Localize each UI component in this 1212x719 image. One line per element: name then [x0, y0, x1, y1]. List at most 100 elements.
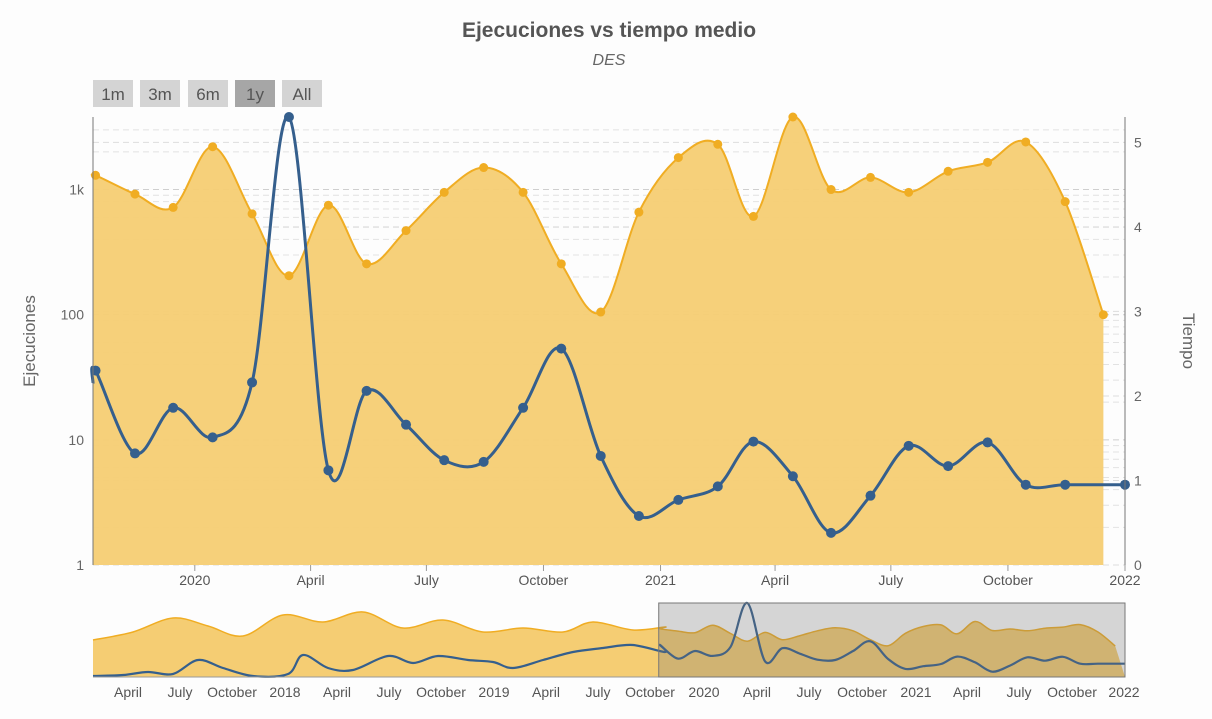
range-button-all[interactable]: All [282, 80, 322, 107]
navigator-tick-label: October [837, 684, 887, 700]
point-ejecuciones-21[interactable] [904, 187, 914, 197]
point-ejecuciones-19[interactable] [826, 185, 836, 195]
y-left-tick-label: 1k [69, 182, 85, 198]
point-tiempo-5[interactable] [283, 112, 294, 122]
point-tiempo-1[interactable] [129, 448, 140, 459]
navigator-tick-label: 2022 [1108, 684, 1139, 700]
y-right-tick-label: 4 [1134, 219, 1142, 235]
y-left-tick-label: 10 [68, 432, 84, 448]
x-tick-label: July [414, 572, 439, 588]
navigator[interactable]: April July October 2018 April July October 2019… [92, 601, 1140, 700]
point-ejecuciones-11[interactable] [518, 187, 528, 197]
point-ejecuciones-7[interactable] [362, 259, 372, 269]
x-tick-label: July [878, 572, 903, 588]
x-tick-label: October [519, 572, 569, 588]
point-ejecuciones-3[interactable] [208, 142, 218, 152]
range-button-bg [282, 80, 322, 107]
navigator-tick-label: 2018 [269, 684, 300, 700]
plot-area [90, 112, 1130, 565]
point-ejecuciones-1[interactable] [130, 189, 140, 199]
navigator-area-line [92, 611, 1116, 647]
point-tiempo-10[interactable] [478, 456, 489, 467]
point-tiempo-17[interactable] [748, 436, 759, 447]
y-left-tick-label: 100 [61, 307, 85, 323]
point-tiempo-24[interactable] [1020, 479, 1031, 490]
point-tiempo-16[interactable] [712, 481, 723, 492]
point-tiempo-25[interactable] [1060, 479, 1071, 490]
point-ejecuciones-8[interactable] [401, 226, 411, 236]
line-ejecuciones [90, 116, 1105, 316]
navigator-tick-label: April [953, 684, 981, 700]
point-ejecuciones-16[interactable] [713, 139, 723, 149]
point-tiempo-20[interactable] [865, 490, 876, 501]
range-button-1y[interactable]: 1y [235, 80, 275, 107]
point-ejecuciones-23[interactable] [983, 157, 993, 167]
x-tick-label: April [297, 572, 325, 588]
point-ejecuciones-25[interactable] [1060, 197, 1070, 207]
point-ejecuciones-6[interactable] [323, 200, 333, 210]
y-left-tick-label: 1 [76, 557, 84, 573]
point-tiempo-14[interactable] [633, 510, 644, 521]
navigator-tick-label: April [323, 684, 351, 700]
range-button-label: All [293, 85, 312, 104]
point-tiempo-13[interactable] [595, 450, 606, 461]
y-right-tick-label: 0 [1134, 557, 1142, 573]
point-tiempo-11[interactable] [518, 402, 529, 413]
point-tiempo-2[interactable] [168, 402, 179, 413]
point-ejecuciones-12[interactable] [556, 259, 566, 269]
range-button-6m[interactable]: 6m [188, 80, 228, 107]
point-tiempo-23[interactable] [982, 437, 993, 448]
point-tiempo-15[interactable] [673, 494, 684, 505]
navigator-tick-label: October [1047, 684, 1097, 700]
point-ejecuciones-17[interactable] [748, 211, 758, 221]
navigator-tick-label: July [377, 684, 402, 700]
range-button-1m[interactable]: 1m [93, 80, 133, 107]
range-button-bg [235, 80, 275, 107]
navigator-selection[interactable] [658, 602, 1126, 678]
point-tiempo-18[interactable] [787, 471, 798, 482]
point-tiempo-7[interactable] [361, 385, 372, 396]
point-tiempo-6[interactable] [323, 465, 334, 476]
point-tiempo-21[interactable] [903, 440, 914, 451]
range-button-3m[interactable]: 3m [140, 80, 180, 107]
point-ejecuciones-9[interactable] [439, 187, 449, 197]
point-tiempo-19[interactable] [826, 527, 837, 538]
point-ejecuciones-13[interactable] [596, 307, 606, 317]
point-ejecuciones-4[interactable] [247, 209, 257, 219]
point-tiempo-9[interactable] [439, 455, 450, 466]
point-ejecuciones-10[interactable] [479, 163, 489, 173]
point-tiempo-0[interactable] [90, 365, 101, 376]
point-ejecuciones-20[interactable] [865, 172, 875, 182]
point-ejecuciones-0[interactable] [91, 170, 101, 180]
navigator-tick-label: 2019 [478, 684, 509, 700]
point-tiempo-4[interactable] [247, 377, 258, 388]
x-tick-label: 2020 [179, 572, 210, 588]
range-button-label: 1m [101, 85, 125, 104]
navigator-tick-label: 2021 [900, 684, 931, 700]
x-tick-label: April [761, 572, 789, 588]
point-tiempo-8[interactable] [401, 419, 412, 430]
x-tick-label: 2022 [1109, 572, 1140, 588]
point-tiempo-12[interactable] [556, 343, 567, 354]
y-right-tick-label: 2 [1134, 388, 1142, 404]
point-tiempo-22[interactable] [943, 461, 954, 472]
point-ejecuciones-5[interactable] [284, 271, 294, 281]
point-ejecuciones-15[interactable] [673, 153, 683, 163]
point-ejecuciones-26[interactable] [1098, 310, 1108, 320]
y-right-tick-label: 5 [1134, 134, 1142, 150]
navigator-tick-label: April [743, 684, 771, 700]
x-tick-label: October [983, 572, 1033, 588]
range-button-label: 3m [148, 85, 172, 104]
range-button-label: 6m [196, 85, 220, 104]
y-axis-right-title: Tiempo [1179, 313, 1198, 369]
range-button-bg [93, 80, 133, 107]
point-ejecuciones-2[interactable] [168, 202, 178, 212]
point-tiempo-3[interactable] [207, 432, 218, 443]
navigator-tick-label: October [625, 684, 675, 700]
point-ejecuciones-14[interactable] [634, 207, 644, 217]
point-ejecuciones-24[interactable] [1021, 137, 1031, 147]
point-ejecuciones-22[interactable] [943, 166, 953, 176]
chart-subtitle: DES [593, 52, 626, 69]
point-ejecuciones-18[interactable] [788, 112, 798, 122]
